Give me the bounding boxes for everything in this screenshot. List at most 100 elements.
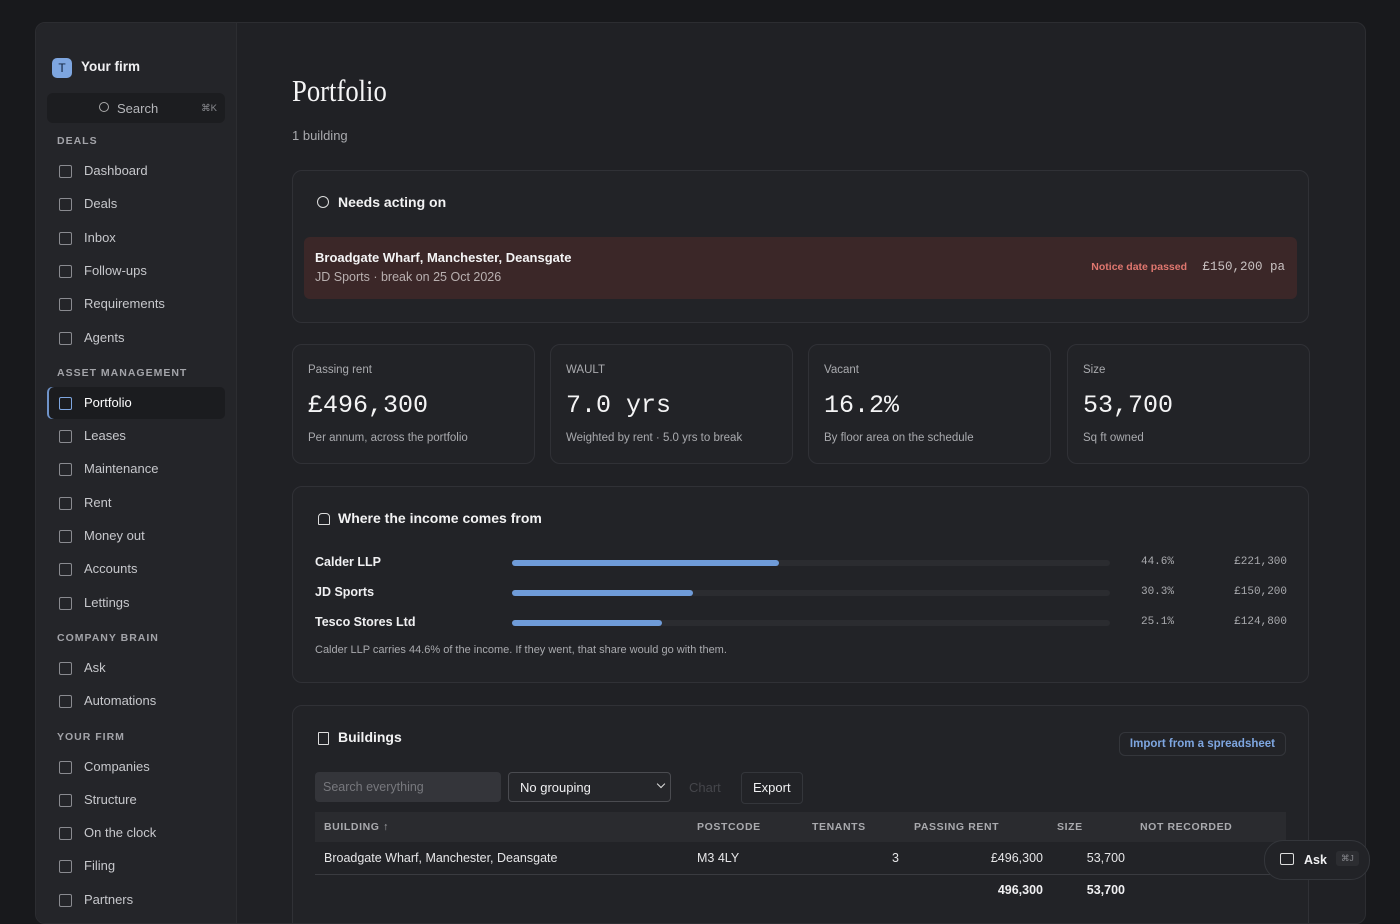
stat-label: WAULT bbox=[566, 364, 605, 376]
column-header[interactable]: NOT RECORDED bbox=[1140, 821, 1233, 833]
icon bbox=[59, 198, 72, 212]
nav-item[interactable]: Portfolio bbox=[47, 386, 225, 419]
building-icon bbox=[318, 732, 329, 745]
nav-item[interactable]: Partners bbox=[47, 884, 225, 916]
row-divider bbox=[315, 874, 1286, 875]
nav-label: Inbox bbox=[84, 229, 116, 245]
nav-label: On the clock bbox=[84, 825, 157, 841]
nav-item[interactable]: Follow-ups bbox=[47, 255, 225, 287]
column-header[interactable]: BUILDING ↑ bbox=[324, 821, 389, 833]
nav-label: Follow-ups bbox=[84, 262, 147, 278]
nav-item[interactable]: Lettings bbox=[47, 587, 225, 619]
search-input[interactable]: Search everything bbox=[315, 772, 501, 802]
nav-item[interactable]: Money out bbox=[47, 520, 225, 552]
chevron bbox=[656, 779, 666, 789]
section-title: YOUR FIRM bbox=[57, 730, 125, 743]
share-bar bbox=[512, 590, 694, 596]
tenant-amount: £150,200 bbox=[1234, 586, 1287, 598]
stat-card: Passing rent £496,300 Per annum, across th… bbox=[292, 344, 535, 464]
stat-label: Passing rent bbox=[308, 364, 372, 376]
icon bbox=[59, 231, 72, 245]
icon bbox=[59, 760, 72, 774]
grouping-select[interactable]: No grouping bbox=[508, 772, 671, 802]
export-button[interactable]: Export bbox=[741, 772, 803, 804]
nav-item[interactable]: Maintenance bbox=[47, 453, 225, 485]
nav-item[interactable]: Automations bbox=[47, 685, 225, 717]
nav-item[interactable]: Leases bbox=[47, 420, 225, 452]
nav-item[interactable]: Companies bbox=[47, 751, 225, 783]
icon bbox=[59, 430, 72, 444]
alert-status: Notice date passed bbox=[1091, 261, 1187, 273]
firm-name: Your firm bbox=[81, 59, 141, 74]
icon bbox=[59, 563, 72, 577]
alert-row[interactable]: Broadgate Wharf, Manchester, Deansgate JD… bbox=[304, 237, 1297, 299]
column-header[interactable]: TENANTS bbox=[812, 821, 866, 833]
icon bbox=[59, 165, 72, 178]
icon bbox=[59, 264, 72, 278]
icon bbox=[59, 793, 72, 807]
search-shortcut: ⌘K bbox=[201, 103, 217, 114]
buildings-card: Buildings Import from a spreadsheet Search… bbox=[292, 705, 1309, 923]
stat-note: Sq ft owned bbox=[1083, 432, 1144, 444]
cell-building: Broadgate Wharf, Manchester, Deansgate bbox=[324, 851, 558, 865]
ask-shortcut: ⌘J bbox=[1336, 851, 1359, 866]
nav-label: Partners bbox=[84, 891, 134, 907]
nav-label: Dashboard bbox=[84, 163, 148, 178]
nav-label: Structure bbox=[84, 791, 137, 807]
stat-value: 7.0 yrs bbox=[566, 391, 672, 420]
section-title: ASSET MANAGEMENT bbox=[57, 366, 188, 379]
column-header[interactable]: SIZE bbox=[1057, 821, 1083, 833]
stat-card: Vacant 16.2% By floor area on the schedule bbox=[808, 344, 1051, 464]
search-box[interactable]: Search ⌘K bbox=[47, 93, 225, 123]
nav-item[interactable]: Deals bbox=[47, 188, 225, 220]
nav-label: Leases bbox=[84, 428, 126, 444]
nav-item[interactable]: Requirements bbox=[47, 288, 225, 320]
buildings-title: Buildings bbox=[338, 729, 402, 745]
column-header[interactable]: POSTCODE bbox=[697, 821, 761, 833]
nav-label: Agents bbox=[84, 329, 125, 345]
nav-item[interactable]: Ask bbox=[47, 652, 225, 684]
stat-value: £496,300 bbox=[308, 391, 429, 420]
cell-tenants: 3 bbox=[892, 851, 899, 865]
nav-label: Requirements bbox=[84, 296, 165, 312]
nav-label: Ask bbox=[84, 659, 106, 675]
share-bar bbox=[512, 620, 663, 626]
icon bbox=[59, 530, 72, 543]
page-title: Portfolio bbox=[292, 73, 387, 108]
cell-postcode: M3 4LY bbox=[697, 851, 740, 865]
column-header[interactable]: PASSING RENT bbox=[914, 821, 1000, 833]
share-track bbox=[512, 620, 1110, 626]
people-icon bbox=[318, 513, 330, 525]
icon bbox=[59, 661, 72, 675]
share-label: 30.3% bbox=[1140, 586, 1174, 598]
nav-item[interactable]: Filing bbox=[47, 850, 225, 882]
nav-item[interactable]: On the clock bbox=[47, 817, 225, 849]
stat-value: 16.2% bbox=[824, 391, 900, 420]
icon bbox=[59, 860, 72, 874]
nav-label: Maintenance bbox=[84, 461, 159, 477]
stat-note: Weighted by rent · 5.0 yrs to break bbox=[566, 432, 743, 444]
nav-item[interactable]: Accounts bbox=[47, 553, 225, 585]
chart-button[interactable]: Chart bbox=[689, 780, 721, 795]
total-rent: 496,300 bbox=[997, 883, 1043, 897]
nav-item[interactable]: Structure bbox=[47, 784, 225, 816]
tenant-amount: £221,300 bbox=[1234, 556, 1287, 568]
ask-button[interactable]: Ask ⌘J bbox=[1264, 840, 1370, 880]
import-button[interactable]: Import from a spreadsheet bbox=[1118, 732, 1286, 756]
sidebar: T Your firm Search ⌘K DEALS Dashboard Deals Inb… bbox=[36, 23, 237, 923]
icon bbox=[59, 695, 72, 709]
grouping-label: No grouping bbox=[520, 780, 591, 795]
nav-item[interactable]: Rent bbox=[47, 487, 225, 519]
nav-item[interactable]: Agents bbox=[47, 322, 225, 354]
nav-label: Deals bbox=[84, 196, 118, 212]
nav-label: Lettings bbox=[84, 594, 130, 610]
nav-item[interactable]: Inbox bbox=[47, 222, 225, 254]
search-label: Search bbox=[117, 101, 159, 116]
alerts-title: Needs acting on bbox=[338, 194, 447, 210]
nav-item[interactable]: Dashboard bbox=[47, 155, 225, 187]
app-window: T Your firm Search ⌘K DEALS Dashboard Deals Inb… bbox=[35, 22, 1366, 924]
nav-label: Filing bbox=[84, 858, 116, 874]
nav-label: Companies bbox=[84, 758, 150, 774]
